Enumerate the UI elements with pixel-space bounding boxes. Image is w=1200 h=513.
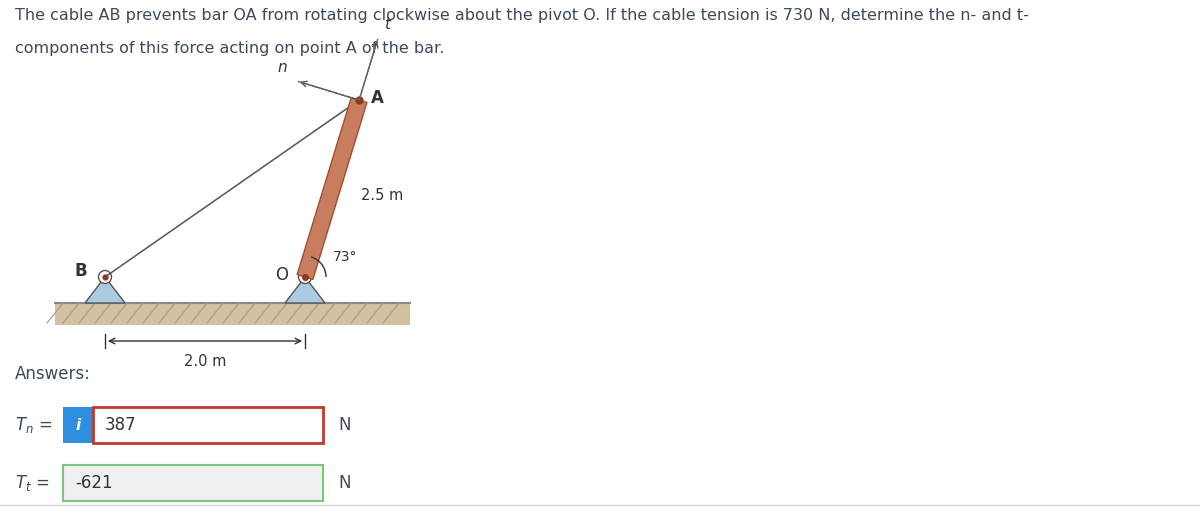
FancyBboxPatch shape <box>64 465 323 501</box>
Text: B: B <box>74 262 88 280</box>
Text: N: N <box>338 474 350 492</box>
Circle shape <box>299 270 312 284</box>
FancyBboxPatch shape <box>94 407 323 443</box>
Polygon shape <box>85 277 125 303</box>
Text: 2.0 m: 2.0 m <box>184 354 226 369</box>
Text: The cable AB prevents bar OA from rotating clockwise about the pivot O. If the c: The cable AB prevents bar OA from rotati… <box>14 8 1028 23</box>
Text: O: O <box>275 266 288 284</box>
Text: 2.5 m: 2.5 m <box>361 188 403 203</box>
Text: $T_n$ =: $T_n$ = <box>14 415 53 435</box>
Text: n: n <box>277 60 287 75</box>
Circle shape <box>98 270 112 284</box>
Polygon shape <box>298 97 367 280</box>
Text: i: i <box>76 418 80 432</box>
Text: 387: 387 <box>106 416 137 434</box>
Bar <box>55 303 410 325</box>
Text: components of this force acting on point A of the bar.: components of this force acting on point… <box>14 41 444 56</box>
Text: -621: -621 <box>74 474 113 492</box>
Text: N: N <box>338 416 350 434</box>
Polygon shape <box>284 277 325 303</box>
Text: t: t <box>384 17 390 32</box>
FancyBboxPatch shape <box>64 407 94 443</box>
Text: $T_t$ =: $T_t$ = <box>14 473 49 493</box>
Text: 73°: 73° <box>334 250 358 264</box>
Text: A: A <box>371 89 384 107</box>
Text: Answers:: Answers: <box>14 365 91 383</box>
